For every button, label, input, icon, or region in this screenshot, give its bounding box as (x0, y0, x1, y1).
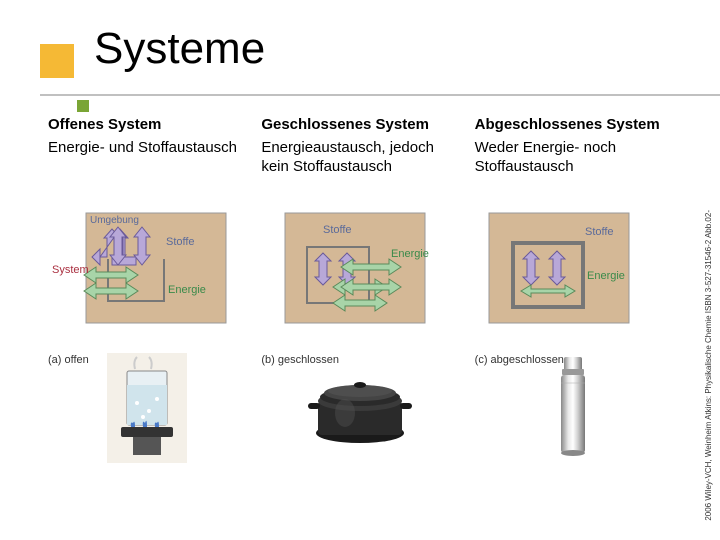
title-area: Systeme (40, 18, 680, 108)
label-energie: Energie (587, 270, 625, 282)
label-stoffe: Stoffe (585, 226, 614, 238)
col-header: Geschlossenes System (261, 116, 458, 133)
label-system: System (52, 264, 89, 276)
title-tick (77, 100, 89, 112)
label-energie: Energie (391, 248, 429, 260)
col-header: Abgeschlossenes System (475, 116, 672, 133)
col-desc: Energieaustausch, jedoch kein Stoffausta… (261, 139, 458, 195)
example-closed (261, 353, 458, 463)
label-stoffe: Stoffe (166, 236, 195, 248)
thermos-icon (548, 353, 598, 463)
image-credit: 2006 Wiley-VCH, Weinheim Atkins: Physika… (704, 210, 714, 521)
diagram-open-svg: Umgebung Stoffe System Energie (48, 205, 238, 345)
title-underline (40, 94, 720, 96)
col-desc: Weder Energie- noch Stoffaustausch (475, 139, 672, 195)
label-energie: Energie (168, 284, 206, 296)
diagram-closed-svg: Stoffe Energie (261, 205, 451, 345)
slide: Systeme Offenes System Energie- und Stof… (0, 0, 720, 540)
diagram-closed: Stoffe Energie (b) geschlossen (261, 205, 458, 345)
caption: (a) offen (48, 354, 245, 366)
example-isolated (475, 353, 672, 463)
diagram-isolated-svg: Stoffe Energie (475, 205, 665, 345)
beaker-icon (97, 353, 197, 463)
slide-title: Systeme (94, 24, 265, 74)
col-closed: Geschlossenes System Energieaustausch, j… (253, 116, 466, 463)
col-header: Offenes System (48, 116, 245, 133)
example-open (48, 353, 245, 463)
col-open: Offenes System Energie- und Stoffaustaus… (40, 116, 253, 463)
caption: (b) geschlossen (261, 354, 458, 366)
caption: (c) abgeschlossen (475, 354, 672, 366)
pot-icon (300, 363, 420, 453)
label-umgebung: Umgebung (90, 215, 139, 226)
title-accent-box (40, 44, 74, 78)
diagram-isolated: Stoffe Energie (c) abgeschlossen (475, 205, 672, 345)
diagram-open: Umgebung Stoffe System Energie (a) offen (48, 205, 245, 345)
col-desc: Energie- und Stoffaustausch (48, 139, 245, 195)
col-isolated: Abgeschlossenes System Weder Energie- no… (467, 116, 680, 463)
columns: Offenes System Energie- und Stoffaustaus… (40, 116, 680, 463)
label-stoffe: Stoffe (323, 224, 352, 236)
